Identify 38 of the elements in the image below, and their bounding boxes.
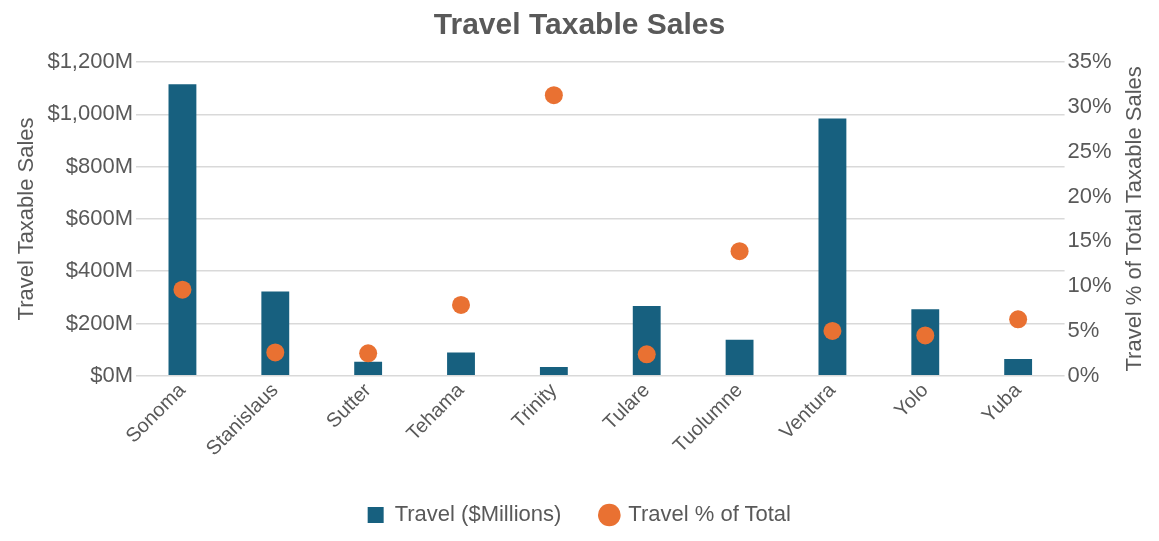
y-tick-label: $400M: [65, 257, 134, 283]
y2-tick-label: 25%: [1067, 137, 1112, 163]
y2-tick-label: 5%: [1067, 317, 1100, 343]
bar: [1004, 359, 1033, 376]
point: [1009, 310, 1028, 329]
y-tick-label: $0M: [90, 361, 134, 387]
bar: [168, 84, 197, 376]
bar: [354, 361, 383, 376]
y2-tick-label: 35%: [1067, 48, 1112, 74]
y2-axis-title: Travel % of Total Taxable Sales: [1121, 66, 1147, 372]
y2-tick-label: 10%: [1067, 272, 1112, 298]
point: [173, 280, 192, 299]
y-tick-label: $800M: [65, 152, 134, 178]
legend-label: Travel ($Millions): [394, 501, 562, 527]
y-tick-label: $200M: [65, 309, 134, 335]
bar: [539, 366, 568, 376]
y2-tick-label: 20%: [1067, 182, 1112, 208]
chart-title: Travel Taxable Sales: [433, 7, 726, 41]
bar: [725, 339, 754, 376]
point: [823, 321, 842, 340]
y-tick-label: $600M: [65, 204, 134, 230]
x-tick-label: Yuba: [977, 377, 1026, 427]
y-tick-label: $1,000M: [47, 100, 134, 126]
point: [266, 343, 285, 362]
point: [359, 344, 378, 363]
point: [544, 86, 563, 105]
point: [452, 295, 471, 314]
bar: [447, 352, 475, 376]
y-axis-title: Travel Taxable Sales: [13, 117, 39, 321]
point: [730, 242, 749, 261]
legend-label: Travel % of Total: [628, 501, 791, 527]
point: [637, 345, 656, 364]
y2-tick-label: 0%: [1067, 361, 1100, 387]
y2-tick-label: 15%: [1067, 227, 1112, 253]
y2-tick-label: 30%: [1067, 92, 1112, 118]
x-tick-label: Yolo: [889, 378, 933, 422]
y-tick-label: $1,200M: [47, 48, 134, 74]
bar: [818, 118, 847, 376]
